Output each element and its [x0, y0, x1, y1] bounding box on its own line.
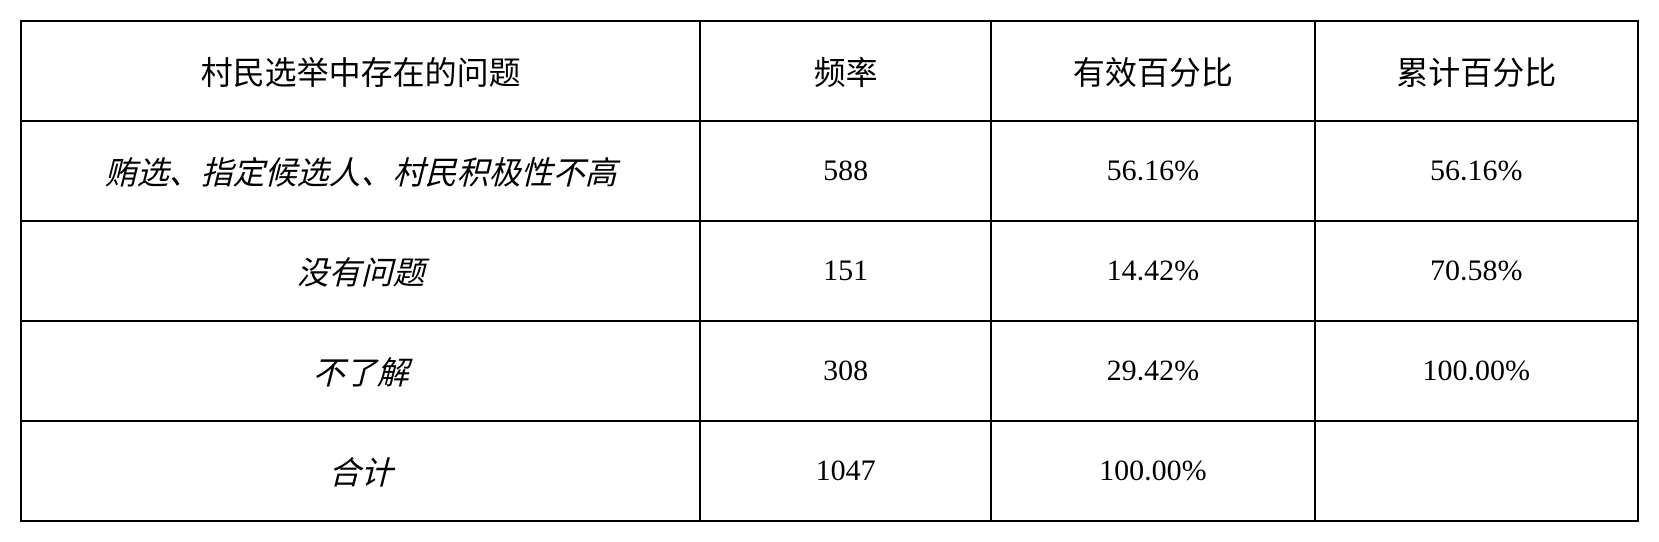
row-label: 贿选、指定候选人、村民积极性不高 [21, 121, 700, 221]
col-header-frequency: 频率 [700, 21, 991, 121]
row-valid-pct: 29.42% [991, 321, 1314, 421]
table-header-row: 村民选举中存在的问题 频率 有效百分比 累计百分比 [21, 21, 1638, 121]
row-valid-pct: 56.16% [991, 121, 1314, 221]
col-header-problem: 村民选举中存在的问题 [21, 21, 700, 121]
row-valid-pct: 14.42% [991, 221, 1314, 321]
col-header-valid-pct: 有效百分比 [991, 21, 1314, 121]
row-label: 不了解 [21, 321, 700, 421]
row-cumulative-pct: 56.16% [1315, 121, 1638, 221]
row-frequency: 588 [700, 121, 991, 221]
row-cumulative-pct [1315, 421, 1638, 521]
table-row-total: 合计 1047 100.00% [21, 421, 1638, 521]
election-problems-table: 村民选举中存在的问题 频率 有效百分比 累计百分比 贿选、指定候选人、村民积极性… [20, 20, 1639, 522]
row-cumulative-pct: 70.58% [1315, 221, 1638, 321]
row-frequency: 1047 [700, 421, 991, 521]
row-frequency: 151 [700, 221, 991, 321]
row-cumulative-pct: 100.00% [1315, 321, 1638, 421]
table-row: 不了解 308 29.42% 100.00% [21, 321, 1638, 421]
row-label: 没有问题 [21, 221, 700, 321]
col-header-cumulative-pct: 累计百分比 [1315, 21, 1638, 121]
row-label: 合计 [21, 421, 700, 521]
table-row: 没有问题 151 14.42% 70.58% [21, 221, 1638, 321]
table-row: 贿选、指定候选人、村民积极性不高 588 56.16% 56.16% [21, 121, 1638, 221]
row-valid-pct: 100.00% [991, 421, 1314, 521]
row-frequency: 308 [700, 321, 991, 421]
